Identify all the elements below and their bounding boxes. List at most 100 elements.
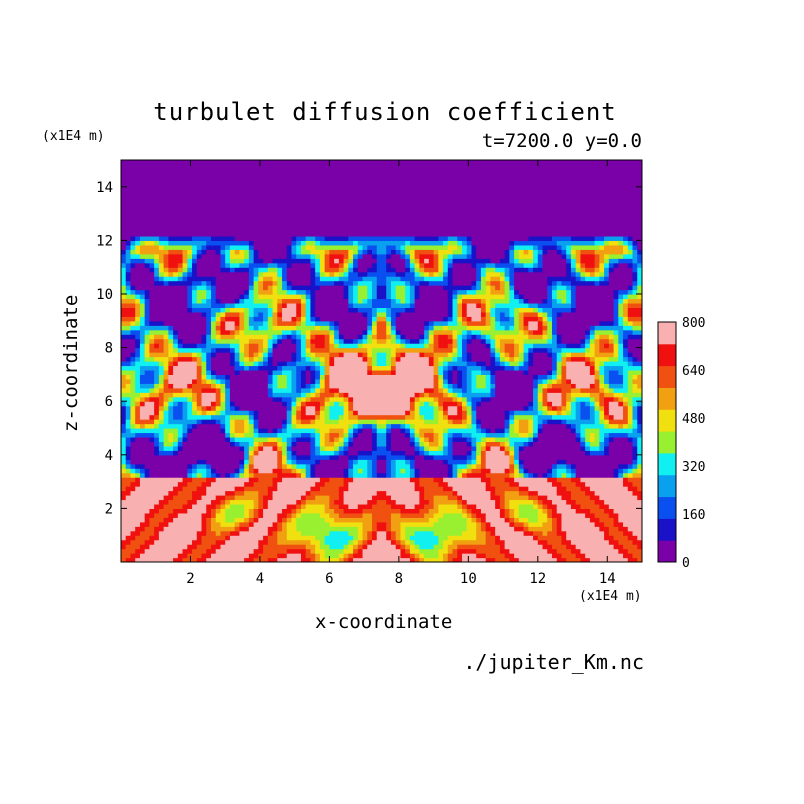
heatmap-cell	[338, 369, 345, 375]
heatmap-cell	[158, 410, 165, 416]
heatmap-cell	[121, 244, 127, 250]
heatmap-cell	[291, 186, 297, 192]
heatmap-cell	[244, 244, 250, 250]
heatmap-cell	[182, 325, 188, 331]
heatmap-cell	[310, 548, 316, 554]
heatmap-cell	[220, 392, 226, 398]
heatmap-cell	[300, 450, 307, 456]
heatmap-cell	[319, 414, 326, 420]
heatmap-cell	[310, 508, 316, 514]
heatmap-cell	[154, 490, 160, 496]
heatmap-cell	[139, 343, 146, 349]
heatmap-cell	[168, 544, 174, 550]
heatmap-cell	[353, 347, 359, 353]
heatmap-cell	[310, 535, 316, 541]
heatmap-cell	[210, 191, 217, 197]
heatmap-cell	[177, 428, 184, 434]
heatmap-cell	[192, 160, 198, 166]
heatmap-cell	[244, 209, 250, 215]
heatmap-cell	[343, 182, 349, 188]
heatmap-cell	[206, 553, 212, 559]
heatmap-cell	[187, 227, 193, 233]
heatmap-cell	[149, 271, 155, 277]
heatmap-cell	[291, 258, 297, 264]
heatmap-cell	[163, 276, 169, 282]
heatmap-cell	[125, 168, 132, 174]
heatmap-cell	[244, 410, 250, 416]
heatmap-cell	[367, 490, 373, 496]
heatmap-cell	[234, 468, 241, 474]
heatmap-cell	[353, 320, 359, 326]
heatmap-cell	[324, 258, 330, 264]
heatmap-cell	[163, 383, 169, 389]
heatmap-cell	[282, 249, 288, 255]
heatmap-cell	[192, 343, 198, 349]
heatmap-cell	[367, 294, 373, 300]
heatmap-cell	[267, 285, 274, 291]
heatmap-cell	[158, 231, 165, 237]
heatmap-cell	[154, 338, 160, 344]
heatmap-cell	[149, 173, 155, 179]
heatmap-cell	[201, 490, 207, 496]
heatmap-cell	[253, 436, 259, 442]
heatmap-cell	[310, 164, 316, 170]
heatmap-cell	[329, 258, 335, 264]
heatmap-cell	[253, 289, 259, 295]
heatmap-cell	[376, 258, 383, 264]
heatmap-cell	[362, 539, 368, 545]
heatmap-cell	[343, 329, 349, 335]
heatmap-cell	[196, 160, 203, 166]
heatmap-cell	[239, 454, 245, 460]
heatmap-cell	[291, 267, 297, 273]
heatmap-cell	[135, 276, 141, 282]
heatmap-cell	[196, 285, 203, 291]
heatmap-cell	[144, 298, 151, 304]
heatmap-cell	[300, 392, 307, 398]
heatmap-cell	[277, 168, 283, 174]
heatmap-cell	[125, 294, 132, 300]
heatmap-cell	[282, 258, 288, 264]
heatmap-cell	[229, 262, 236, 268]
heatmap-cell	[182, 414, 188, 420]
heatmap-cell	[173, 311, 179, 317]
heatmap-cell	[248, 477, 255, 483]
heatmap-cell	[253, 222, 259, 228]
heatmap-cell	[258, 548, 264, 554]
heatmap-cell	[125, 374, 132, 380]
heatmap-cell	[201, 512, 207, 518]
heatmap-cell	[263, 240, 269, 246]
heatmap-cell	[357, 262, 364, 268]
heatmap-cell	[334, 392, 340, 398]
heatmap-cell	[291, 204, 297, 210]
heatmap-cell	[315, 182, 321, 188]
heatmap-cell	[215, 445, 222, 451]
heatmap-cell	[296, 298, 302, 304]
heatmap-cell	[367, 307, 373, 313]
heatmap-cell	[154, 526, 160, 532]
heatmap-cell	[168, 249, 174, 255]
heatmap-cell	[300, 503, 307, 509]
heatmap-cell	[253, 521, 259, 527]
heatmap-cell	[357, 490, 364, 496]
heatmap-cell	[253, 450, 259, 456]
heatmap-cell	[187, 222, 193, 228]
heatmap-cell	[196, 374, 203, 380]
heatmap-cell	[125, 231, 132, 237]
heatmap-cell	[187, 204, 193, 210]
heatmap-cell	[296, 285, 302, 291]
heatmap-cell	[220, 539, 226, 545]
heatmap-cell	[125, 343, 132, 349]
heatmap-cell	[315, 177, 321, 183]
heatmap-cell	[168, 302, 174, 308]
heatmap-cell	[220, 521, 226, 527]
heatmap-cell	[201, 186, 207, 192]
heatmap-cell	[125, 472, 132, 478]
heatmap-cell	[192, 249, 198, 255]
heatmap-cell	[343, 285, 349, 291]
heatmap-cell	[277, 548, 283, 554]
heatmap-cell	[315, 195, 321, 201]
heatmap-cell	[182, 428, 188, 434]
heatmap-cell	[182, 539, 188, 545]
heatmap-cell	[310, 468, 316, 474]
heatmap-cell	[201, 383, 207, 389]
